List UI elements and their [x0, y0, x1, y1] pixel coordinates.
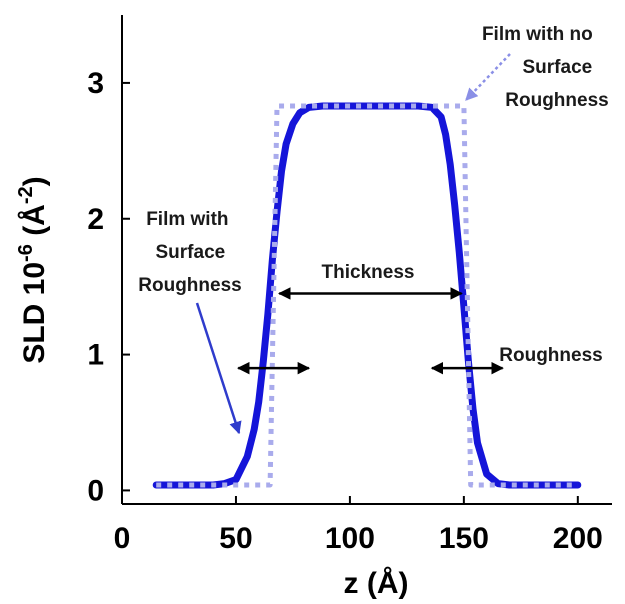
y-axis-title-main: SLD 10 [18, 262, 51, 364]
annotation-film-with-roughness: Film with Surface Roughness [138, 209, 241, 296]
annotation-film-with-roughness-line-3: Roughness [138, 275, 241, 296]
x-tick-label-2: 100 [325, 522, 375, 555]
x-tick-label-0: 0 [114, 522, 131, 555]
series-line-with-roughness [152, 102, 582, 489]
y-axis-title-exponent: -6 [15, 244, 37, 262]
x-tick-label-3: 150 [439, 522, 489, 555]
annotation-roughness: Roughness [499, 345, 602, 366]
y-axis-title-unit: (Å [18, 204, 51, 244]
annotation-film-with-roughness-line-2: Surface [156, 242, 226, 263]
annotation-thickness: Thickness [322, 262, 415, 283]
y-axis-title-unit-exponent: -2 [15, 186, 37, 204]
y-tick-label-2: 2 [87, 203, 104, 236]
annotation-film-no-roughness-line-2: Surface [523, 57, 593, 78]
y-axis-title-close: ) [18, 176, 51, 186]
y-tick-label-0: 0 [87, 474, 104, 507]
series-line-no-roughness [156, 103, 578, 488]
pointer-arrow-film-no-roughness [465, 53, 511, 101]
x-axis-title: z (Å) [344, 567, 409, 600]
annotation-film-with-roughness-line-1: Film with [146, 209, 228, 230]
pointer-arrow-film-with-roughness [195, 302, 242, 435]
annotation-film-no-roughness: Film with no Surface Roughness [482, 24, 609, 111]
y-tick-label-1: 1 [87, 339, 104, 372]
y-axis-title: SLD 10-6 (Å-2) [15, 176, 51, 363]
x-tick-label-1: 50 [219, 522, 252, 555]
annotation-film-no-roughness-line-3: Roughness [505, 90, 608, 111]
x-tick-label-4: 200 [553, 522, 603, 555]
annotation-film-no-roughness-line-1: Film with no [482, 24, 593, 45]
y-tick-label-3: 3 [87, 67, 104, 100]
